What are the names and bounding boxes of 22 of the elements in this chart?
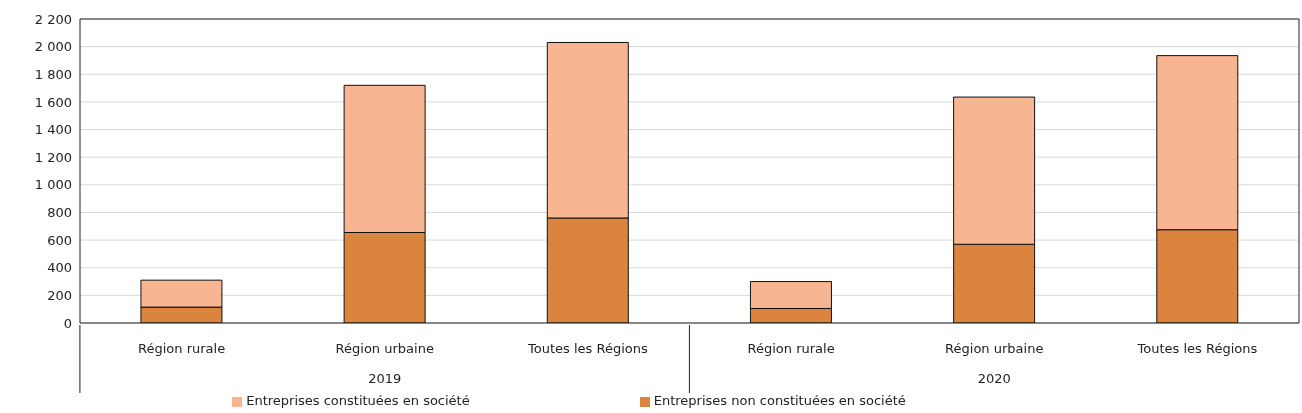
y-tick-label: 400 bbox=[47, 260, 72, 276]
y-tick-label: 0 bbox=[63, 315, 72, 331]
y-tick-label: 600 bbox=[47, 232, 72, 248]
y-tick-label: 2 200 bbox=[34, 11, 72, 27]
x-tick-label: Région rurale bbox=[138, 341, 226, 356]
text: 2020 bbox=[977, 371, 1011, 386]
x-tick-label: Région urbaine bbox=[945, 341, 1044, 356]
x-tick-label: Région urbaine bbox=[335, 341, 434, 356]
y-tick-label: 1 200 bbox=[34, 149, 72, 165]
y-tick-label: 1 400 bbox=[34, 122, 72, 138]
x-tick-label: Toutes les Régions bbox=[527, 341, 648, 356]
y-tick-label: 2 000 bbox=[34, 39, 72, 55]
y-tick-label: 1 000 bbox=[34, 177, 72, 193]
x-tick-label: Toutes les Régions bbox=[1136, 341, 1258, 356]
text: 2019 bbox=[368, 371, 402, 386]
y-tick-label: 800 bbox=[47, 205, 72, 221]
y-tick-label: 1 600 bbox=[34, 94, 72, 110]
y-tick-label: 200 bbox=[47, 287, 72, 303]
legend-label: Entreprises non constituées en société bbox=[653, 393, 906, 408]
y-tick-label: 1 800 bbox=[34, 66, 72, 82]
x-tick-label: Région rurale bbox=[747, 341, 835, 356]
legend-label: Entreprises constituées en société bbox=[246, 393, 470, 408]
